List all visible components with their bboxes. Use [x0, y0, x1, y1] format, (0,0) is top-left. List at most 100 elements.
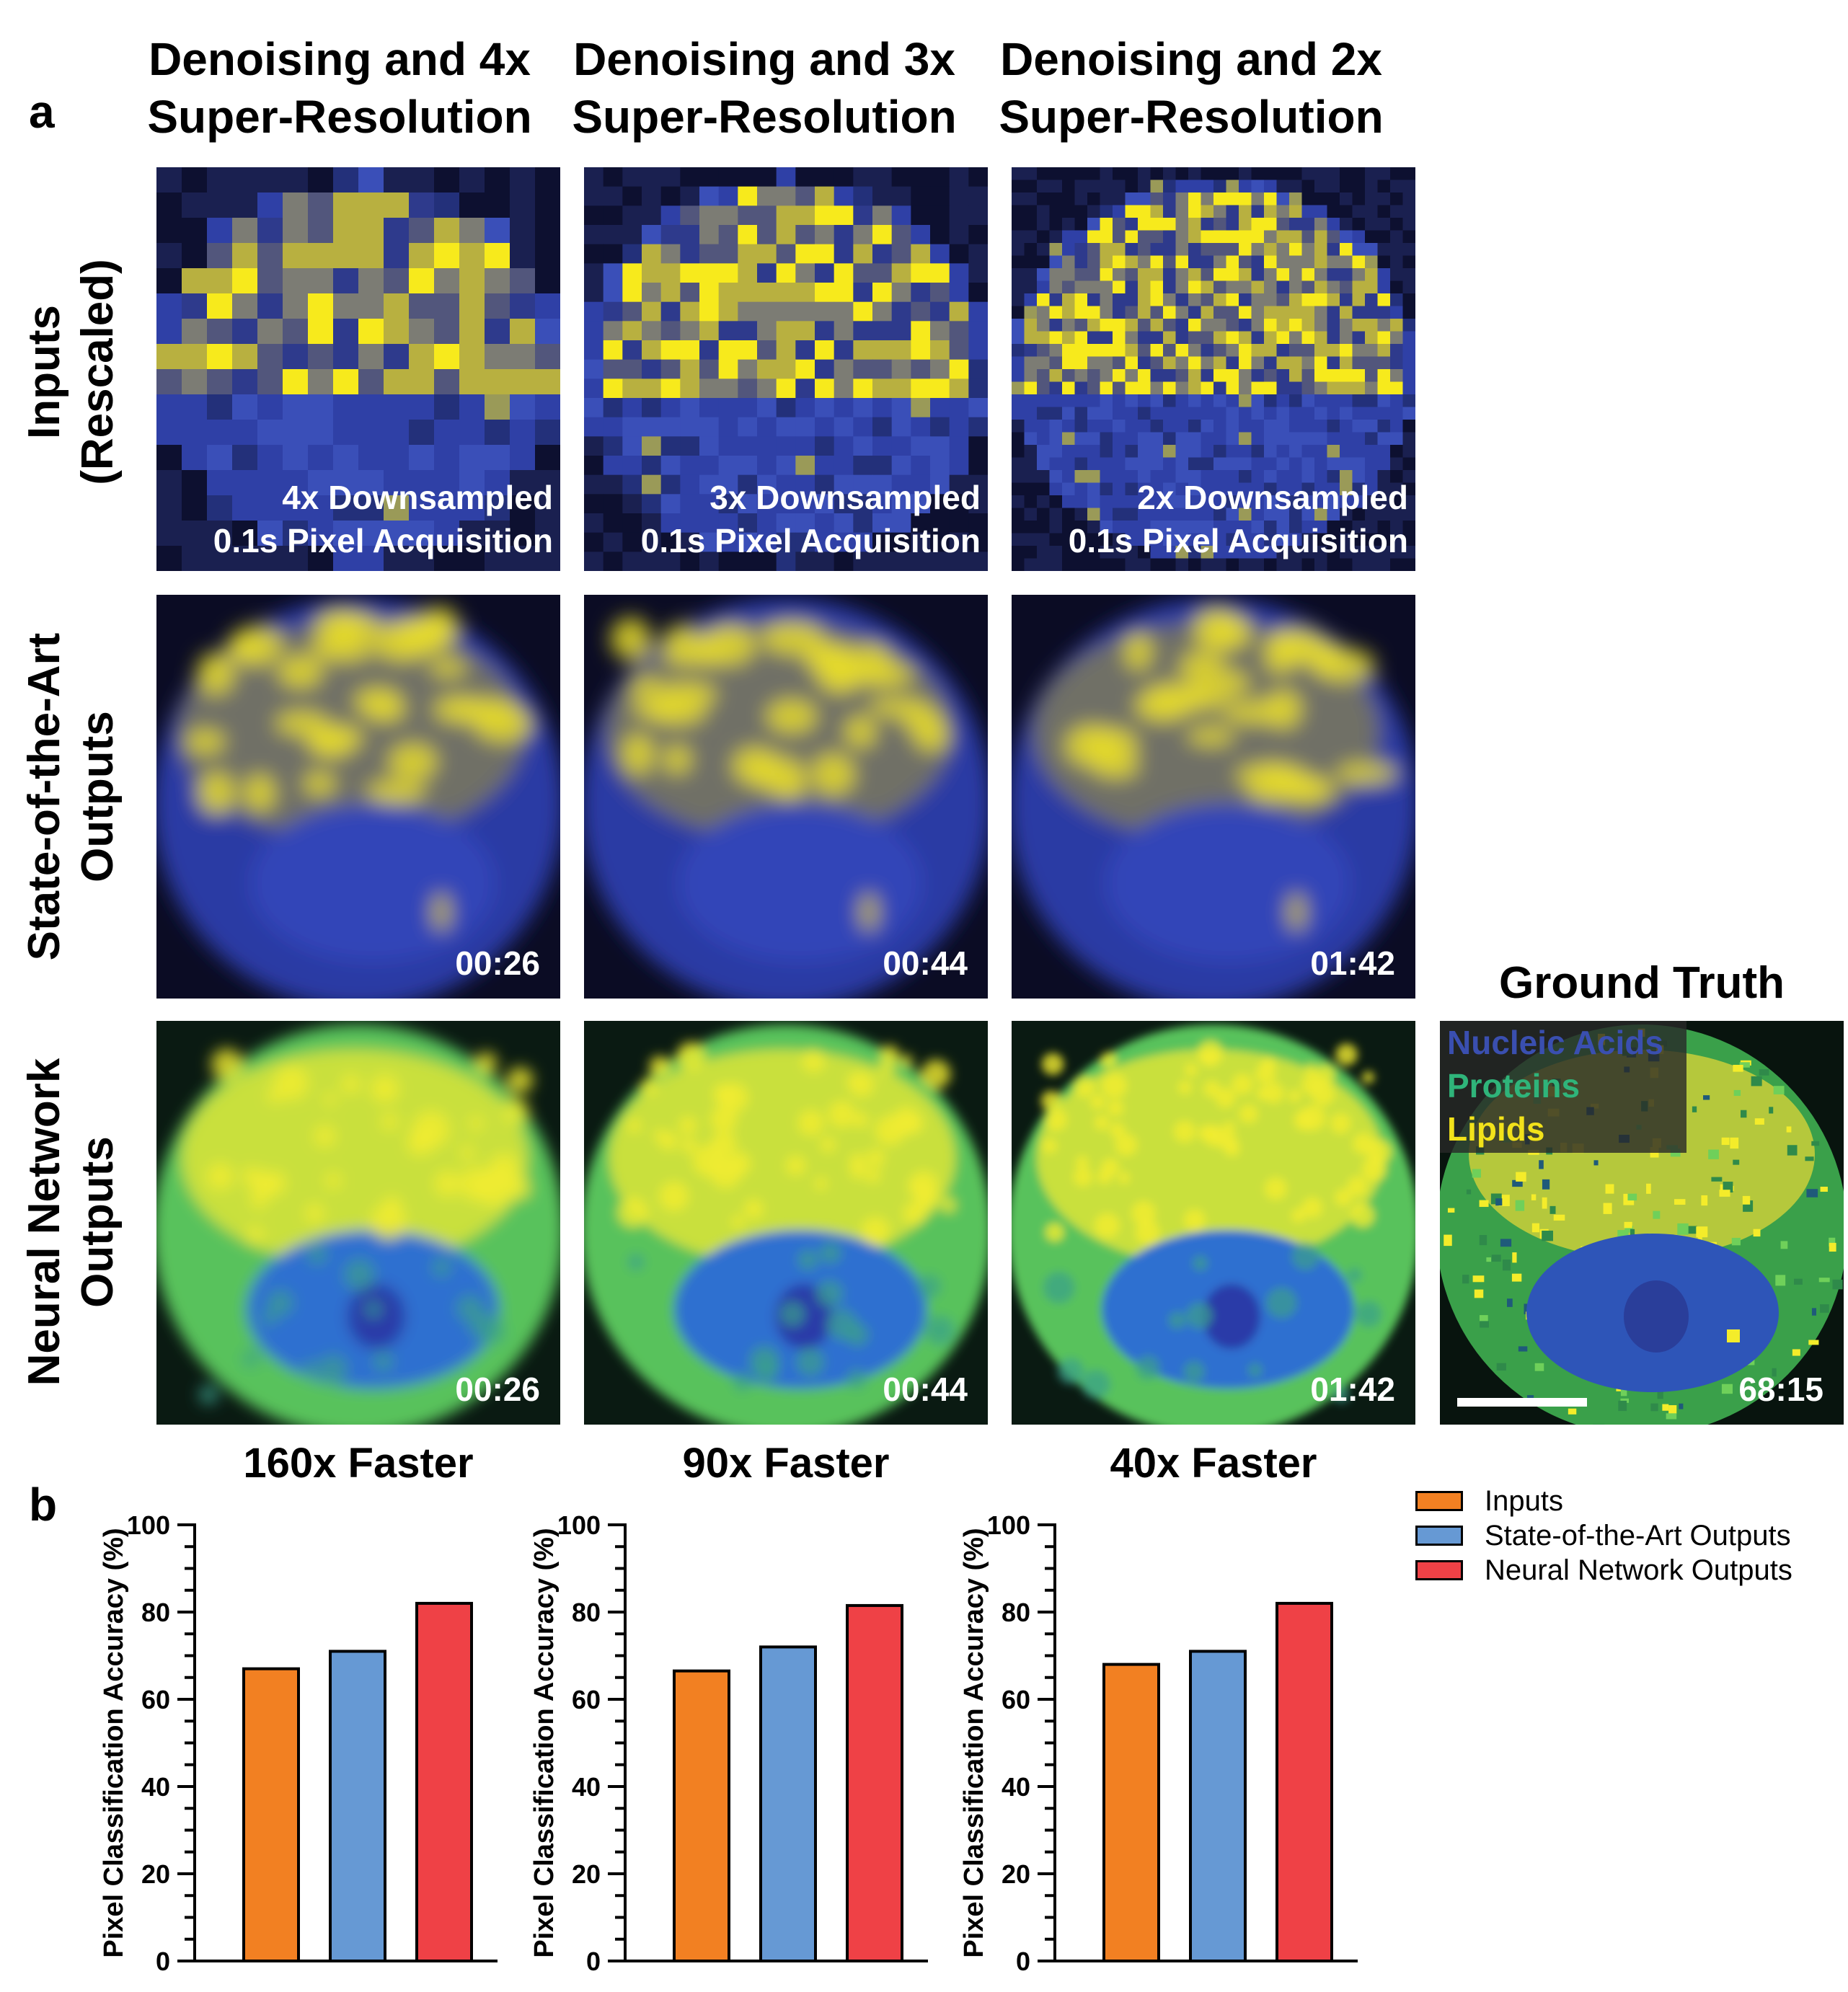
lipid-droplet — [1042, 1138, 1058, 1154]
pixel — [718, 301, 738, 322]
pixel — [718, 417, 738, 437]
pixel — [1314, 268, 1327, 281]
lipid-droplet — [1335, 1043, 1358, 1066]
pixel — [1340, 521, 1353, 534]
pixel — [409, 521, 435, 546]
lipid-droplet — [1201, 1049, 1219, 1066]
protein-region — [1182, 1360, 1206, 1383]
pixel — [1226, 268, 1239, 281]
pixel — [1239, 495, 1252, 508]
pixel — [968, 301, 988, 322]
pixel — [1062, 230, 1075, 244]
pixel — [1012, 546, 1025, 559]
pixel — [1024, 369, 1038, 382]
lipid-droplet — [314, 1125, 336, 1147]
pixel — [1390, 230, 1403, 244]
pixel — [1062, 445, 1075, 458]
pixel — [699, 186, 720, 206]
pixel — [1163, 218, 1176, 231]
pixel — [156, 369, 182, 395]
bar-nn — [415, 1601, 473, 1962]
pixel — [1340, 482, 1353, 496]
pixel — [510, 420, 536, 446]
pixel — [1314, 407, 1327, 420]
pixel — [968, 340, 988, 360]
pixel — [1062, 546, 1075, 559]
pixel — [257, 420, 283, 446]
pixel — [1390, 268, 1403, 281]
pixel — [718, 225, 738, 245]
pixel — [776, 398, 796, 418]
pixel — [1024, 243, 1038, 256]
lipid-droplet — [354, 688, 402, 716]
pixel — [207, 293, 233, 319]
pixel-grid — [584, 167, 988, 571]
pixel — [795, 283, 815, 303]
pixel — [1327, 268, 1340, 281]
pixel — [1100, 230, 1113, 244]
pixel — [949, 494, 969, 514]
pixel — [1125, 293, 1139, 306]
pixel — [776, 474, 796, 495]
pixel — [308, 445, 334, 471]
pixel — [1352, 218, 1366, 231]
pixel — [308, 319, 334, 345]
pixel — [283, 420, 309, 446]
pixel — [1074, 205, 1088, 218]
pixel — [232, 319, 258, 345]
cytoplasm — [182, 1050, 528, 1266]
pixel — [1276, 407, 1290, 420]
pixel — [1301, 280, 1315, 294]
pixel — [1365, 344, 1378, 357]
pixel — [1201, 306, 1214, 319]
pixel — [891, 301, 911, 322]
pixel — [757, 340, 777, 360]
pixel — [1087, 546, 1100, 559]
pixel — [1377, 167, 1391, 180]
pixel — [1377, 407, 1391, 420]
lipid-droplet — [761, 621, 824, 655]
pixel — [1251, 243, 1265, 256]
pixel — [1390, 432, 1403, 446]
pixel — [1150, 205, 1164, 218]
pixel — [1150, 470, 1164, 483]
pixel-speck — [1677, 1223, 1689, 1235]
lipid-droplet — [275, 711, 328, 735]
pixel — [1087, 331, 1100, 345]
y-tick-label: 60 — [1002, 1685, 1030, 1714]
pixel — [485, 319, 510, 345]
lipid-droplet — [1094, 1115, 1110, 1130]
pixel — [156, 167, 182, 193]
pixel — [1264, 167, 1277, 180]
pixel — [1276, 293, 1290, 306]
pixel — [815, 513, 835, 534]
pixel — [1239, 420, 1252, 433]
pixel — [891, 456, 911, 476]
pixel — [853, 513, 873, 534]
pixel — [1188, 280, 1201, 294]
pixel — [1340, 331, 1353, 345]
pixel — [1163, 293, 1176, 306]
pixel — [1340, 293, 1353, 306]
pixel — [1188, 218, 1201, 231]
pixel — [1012, 558, 1025, 571]
pixel-speck — [1568, 1408, 1577, 1415]
pixel — [283, 445, 309, 471]
pixel — [1062, 218, 1075, 231]
pixel — [642, 379, 662, 399]
pixel — [1150, 495, 1164, 508]
row-label-line1: Inputs — [19, 305, 69, 439]
pixel — [911, 340, 931, 360]
pixel — [1314, 255, 1327, 269]
pixel — [757, 532, 777, 552]
pixel — [232, 192, 258, 218]
pixel — [853, 301, 873, 322]
pixel — [1213, 331, 1226, 345]
pixel — [1239, 331, 1252, 345]
column-title-2x: Denoising and 2x Super-Resolution — [975, 30, 1407, 146]
pixel — [930, 301, 950, 322]
pixel — [1365, 508, 1378, 521]
pixel — [1365, 192, 1378, 205]
pixel-speck — [1832, 1279, 1843, 1290]
pixel — [1125, 280, 1139, 294]
